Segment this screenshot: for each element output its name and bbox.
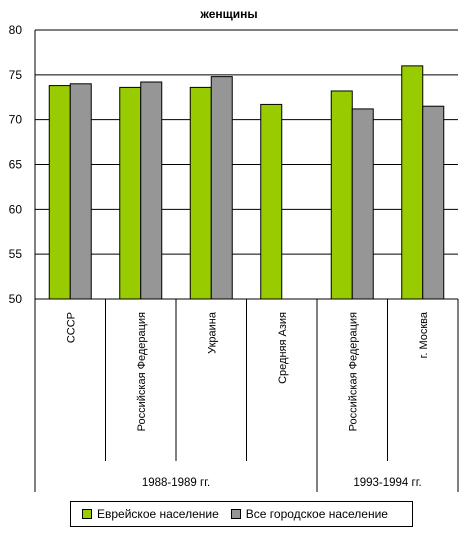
category-labels: СССР Российская Федерация Украина Средняя А… [65,311,430,431]
bar [422,105,445,300]
legend-item-jewish: Еврейское население [82,507,219,521]
bar [140,81,163,300]
axes [34,30,459,492]
group-labels: 1988-1989 гг. 1993-1994 гг. [142,477,422,489]
bar [48,85,71,300]
y-tick-label: 60 [9,202,23,216]
y-tick-label: 50 [9,292,23,306]
y-tick-label: 80 [9,23,23,37]
bar [189,86,212,300]
y-tick-label: 75 [9,68,23,82]
legend-swatch-gray [230,509,241,519]
category-label: Российская Федерация [347,312,359,431]
category-label: Украина [206,311,218,354]
bar [119,86,142,300]
legend-item-urban: Все городское население [230,507,388,521]
y-tick-labels: 50 55 60 65 70 75 80 [9,23,23,306]
bar [351,108,374,300]
y-tick-label: 65 [9,158,23,172]
legend-label-jewish: Еврейское население [97,507,219,521]
category-label: г. Москва [418,311,430,358]
chart-title: женщины [199,7,257,21]
legend-swatch-green [82,509,92,519]
bar [69,83,92,300]
bar [401,65,424,300]
group-label: 1988-1989 гг. [142,477,210,489]
bars [48,65,445,300]
bar [260,103,283,300]
legend: Еврейское население Все городское населе… [70,501,413,527]
y-tick-label: 70 [9,113,23,127]
category-label: Средняя Азия [277,312,289,384]
legend-label-urban: Все городское население [245,507,388,521]
y-tick-label: 55 [9,247,23,261]
category-label: СССР [65,312,77,343]
bar [330,90,353,300]
group-label: 1993-1994 гг. [353,477,421,489]
gridlines [35,29,458,300]
bar [210,76,233,300]
category-label: Российская Федерация [136,312,148,431]
